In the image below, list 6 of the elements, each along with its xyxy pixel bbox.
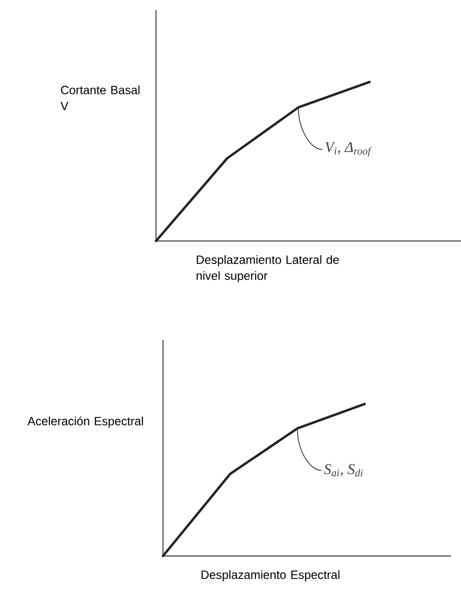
y-axis-title: Cortante Basal V: [60, 85, 140, 110]
y-axis-title: Aceleración Espectral: [27, 416, 143, 428]
annotation: S$_{ai}$, S$_{di}$: [324, 464, 363, 476]
x-axis-title: Desplazamiento Lateral de nivel superior: [196, 255, 339, 282]
annotation: V$_{i}$, Δ$_{roof}$: [326, 142, 372, 157]
x-axis-title: Desplazamiento Espectral: [202, 570, 340, 582]
